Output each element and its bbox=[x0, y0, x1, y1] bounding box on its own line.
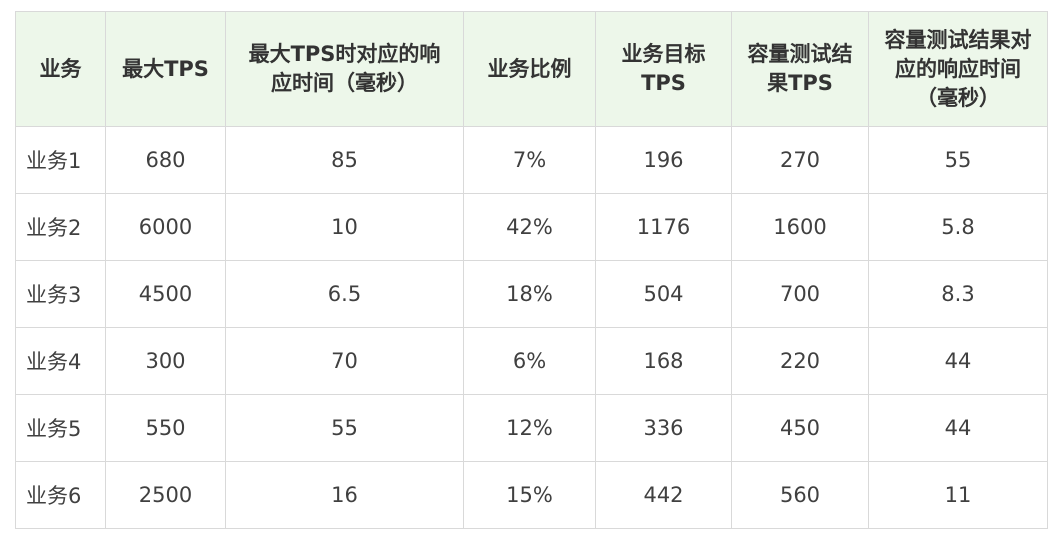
table-row: 业务5 550 55 12% 336 450 44 bbox=[15, 394, 1048, 462]
table-row: 业务1 680 85 7% 196 270 55 bbox=[15, 126, 1048, 194]
table-row: 业务6 2500 16 15% 442 560 11 bbox=[15, 461, 1048, 529]
cell-business-ratio: 6% bbox=[463, 327, 596, 395]
cell-capacity-response-time: 55 bbox=[868, 126, 1048, 194]
cell-capacity-result-tps: 220 bbox=[731, 327, 869, 395]
cell-max-tps: 550 bbox=[105, 394, 226, 462]
table-row: 业务3 4500 6.5 18% 504 700 8.3 bbox=[15, 260, 1048, 328]
header-target-tps: 业务目标TPS bbox=[595, 11, 732, 127]
cell-capacity-response-time: 5.8 bbox=[868, 193, 1048, 261]
cell-business: 业务5 bbox=[15, 394, 106, 462]
cell-max-tps: 4500 bbox=[105, 260, 226, 328]
header-capacity-response-time: 容量测试结果对应的响应时间（毫秒） bbox=[868, 11, 1048, 127]
cell-max-tps-response-time: 6.5 bbox=[225, 260, 464, 328]
cell-capacity-response-time: 8.3 bbox=[868, 260, 1048, 328]
cell-business-ratio: 42% bbox=[463, 193, 596, 261]
cell-business: 业务4 bbox=[15, 327, 106, 395]
cell-target-tps: 196 bbox=[595, 126, 732, 194]
cell-business: 业务2 bbox=[15, 193, 106, 261]
cell-capacity-response-time: 44 bbox=[868, 394, 1048, 462]
cell-target-tps: 336 bbox=[595, 394, 732, 462]
cell-max-tps-response-time: 85 bbox=[225, 126, 464, 194]
cell-capacity-response-time: 11 bbox=[868, 461, 1048, 529]
cell-business-ratio: 7% bbox=[463, 126, 596, 194]
cell-target-tps: 1176 bbox=[595, 193, 732, 261]
header-max-tps-response-time: 最大TPS时对应的响应时间（毫秒） bbox=[225, 11, 464, 127]
cell-capacity-result-tps: 560 bbox=[731, 461, 869, 529]
table-header-row: 业务 最大TPS 最大TPS时对应的响应时间（毫秒） 业务比例 业务目标TPS … bbox=[15, 11, 1048, 127]
cell-max-tps-response-time: 70 bbox=[225, 327, 464, 395]
header-capacity-result-tps: 容量测试结果TPS bbox=[731, 11, 869, 127]
cell-max-tps: 300 bbox=[105, 327, 226, 395]
cell-capacity-result-tps: 700 bbox=[731, 260, 869, 328]
cell-target-tps: 168 bbox=[595, 327, 732, 395]
cell-business-ratio: 12% bbox=[463, 394, 596, 462]
capacity-table-container: 业务 最大TPS 最大TPS时对应的响应时间（毫秒） 业务比例 业务目标TPS … bbox=[15, 11, 1048, 529]
cell-target-tps: 442 bbox=[595, 461, 732, 529]
header-max-tps: 最大TPS bbox=[105, 11, 226, 127]
cell-max-tps: 6000 bbox=[105, 193, 226, 261]
cell-business-ratio: 15% bbox=[463, 461, 596, 529]
cell-max-tps: 2500 bbox=[105, 461, 226, 529]
cell-capacity-result-tps: 1600 bbox=[731, 193, 869, 261]
cell-max-tps-response-time: 55 bbox=[225, 394, 464, 462]
cell-capacity-response-time: 44 bbox=[868, 327, 1048, 395]
cell-business: 业务6 bbox=[15, 461, 106, 529]
header-business: 业务 bbox=[15, 11, 106, 127]
table-row: 业务2 6000 10 42% 1176 1600 5.8 bbox=[15, 193, 1048, 261]
table-row: 业务4 300 70 6% 168 220 44 bbox=[15, 327, 1048, 395]
cell-capacity-result-tps: 270 bbox=[731, 126, 869, 194]
cell-max-tps-response-time: 16 bbox=[225, 461, 464, 529]
cell-business: 业务3 bbox=[15, 260, 106, 328]
capacity-test-table: 业务 最大TPS 最大TPS时对应的响应时间（毫秒） 业务比例 业务目标TPS … bbox=[15, 11, 1048, 529]
cell-max-tps: 680 bbox=[105, 126, 226, 194]
cell-business: 业务1 bbox=[15, 126, 106, 194]
cell-business-ratio: 18% bbox=[463, 260, 596, 328]
cell-max-tps-response-time: 10 bbox=[225, 193, 464, 261]
cell-target-tps: 504 bbox=[595, 260, 732, 328]
header-business-ratio: 业务比例 bbox=[463, 11, 596, 127]
cell-capacity-result-tps: 450 bbox=[731, 394, 869, 462]
